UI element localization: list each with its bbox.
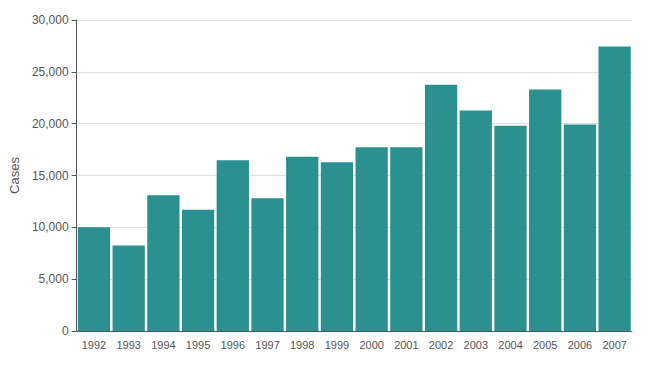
svg-text:2003: 2003 xyxy=(464,339,488,351)
svg-text:2004: 2004 xyxy=(498,339,522,351)
svg-text:1998: 1998 xyxy=(290,339,314,351)
svg-text:5,000: 5,000 xyxy=(39,272,69,286)
svg-text:1995: 1995 xyxy=(186,339,210,351)
svg-text:15,000: 15,000 xyxy=(32,169,69,183)
svg-text:25,000: 25,000 xyxy=(32,65,69,79)
svg-text:1996: 1996 xyxy=(221,339,245,351)
svg-text:2001: 2001 xyxy=(394,339,418,351)
svg-text:20,000: 20,000 xyxy=(32,117,69,131)
svg-text:30,000: 30,000 xyxy=(32,13,69,27)
svg-text:2002: 2002 xyxy=(429,339,453,351)
svg-text:2005: 2005 xyxy=(533,339,557,351)
svg-text:2007: 2007 xyxy=(602,339,626,351)
svg-text:1994: 1994 xyxy=(151,339,175,351)
svg-text:2006: 2006 xyxy=(568,339,592,351)
svg-text:2000: 2000 xyxy=(359,339,383,351)
svg-text:1992: 1992 xyxy=(82,339,106,351)
svg-text:10,000: 10,000 xyxy=(32,220,69,234)
svg-text:1993: 1993 xyxy=(116,339,140,351)
svg-text:1999: 1999 xyxy=(325,339,349,351)
svg-text:1997: 1997 xyxy=(255,339,279,351)
svg-text:0: 0 xyxy=(62,324,69,338)
svg-text:Cases: Cases xyxy=(7,157,22,194)
